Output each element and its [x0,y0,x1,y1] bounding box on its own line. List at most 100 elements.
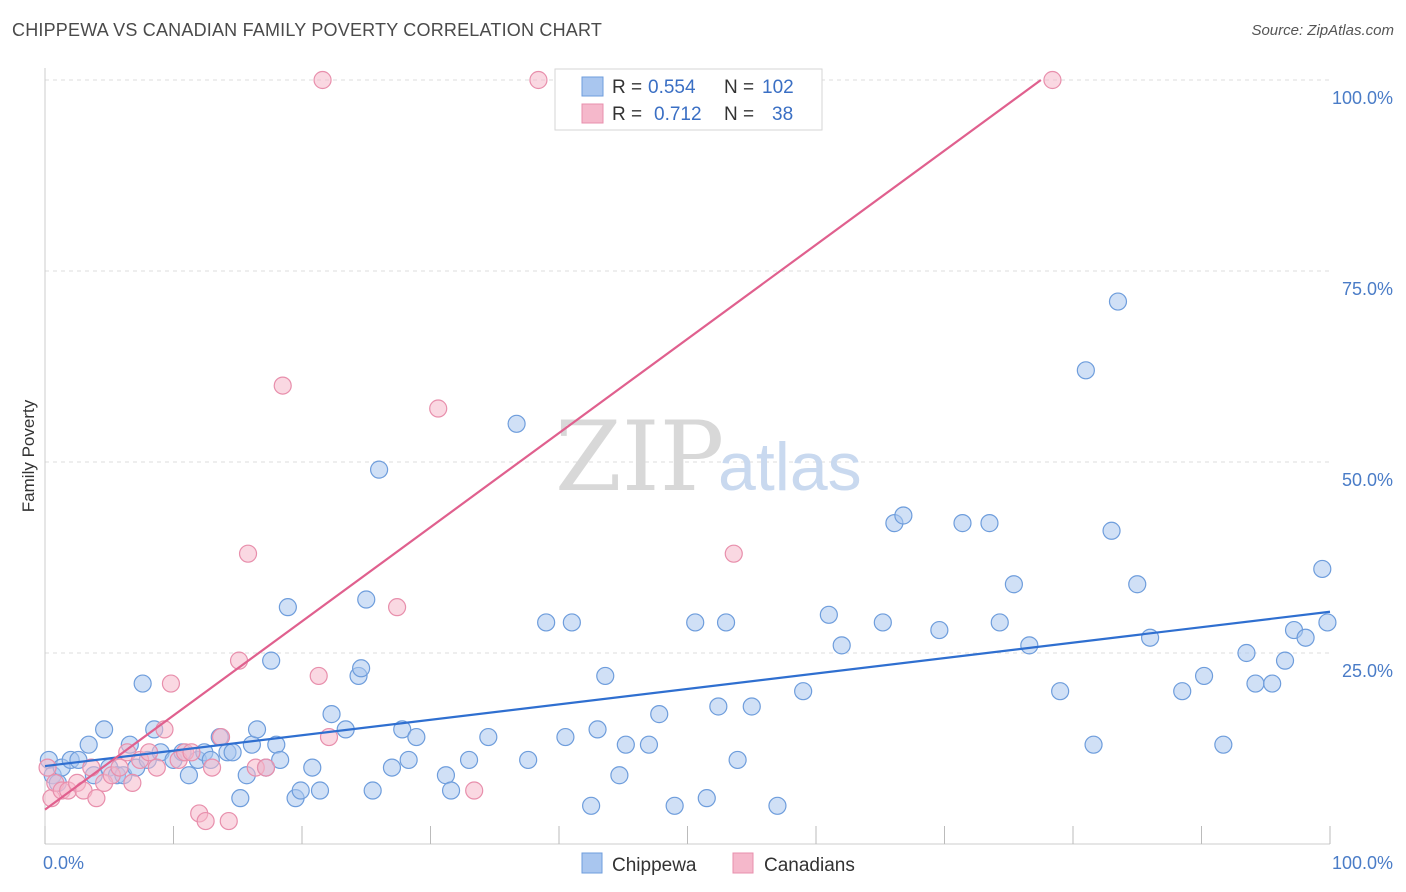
chippewa-point-94 [1173,682,1192,701]
chippewa-point-83 [980,514,999,533]
correlation-legend: R = 0.554 N = 102 R = 0.712 N = 38 [554,68,823,131]
canadians-point-0 [38,758,57,777]
legend-n-value-1: 102 [762,77,794,98]
legend-r-label-2: R = [612,104,642,125]
chippewa-point-46 [370,460,389,479]
canadians-point-30 [256,758,276,777]
bottom-legend-canadians: Canadians [764,855,855,876]
grid-lines [45,79,1330,654]
bottom-legend-chippewa: Chippewa [612,855,697,876]
watermark-zip: ZIP [555,401,724,513]
chippewa-point-62 [596,666,615,686]
canadians-point-13 [123,773,142,792]
chippewa-point-87 [1051,682,1070,701]
x-tick-label-1: 100.0% [1332,853,1393,873]
chippewa-point-75 [794,682,813,701]
chippewa-point-69 [697,789,716,808]
canadians-point-17 [155,720,174,739]
chippewa-point-39 [310,781,330,800]
chippewa-point-53 [459,750,479,770]
chippewa-point-85 [1004,575,1023,594]
chippewa-points [39,292,1337,815]
chippewa-point-99 [1263,674,1282,693]
canadians-point-36 [429,399,448,418]
canadians-point-32 [309,666,328,686]
chippewa-point-56 [519,750,538,770]
chippewa-point-82 [953,514,972,533]
chippewa-point-59 [562,613,581,632]
chippewa-point-27 [231,789,250,808]
chart-title: CHIPPEWA VS CANADIAN FAMILY POVERTY CORR… [12,20,603,40]
chippewa-point-98 [1246,674,1265,693]
legend-swatch-chippewa [581,76,604,97]
chippewa-point-20 [179,766,199,785]
chippewa-point-52 [441,781,461,800]
chippewa-point-38 [303,758,322,777]
canadians-trend-line [44,79,1042,811]
canadians-point-26 [219,811,238,831]
chippewa-point-71 [716,613,736,632]
chippewa-point-43 [352,659,371,678]
axes [44,68,1331,845]
chippewa-point-89 [1084,735,1103,754]
canadians-point-31 [273,376,292,395]
source-credit: Source: ZipAtlas.com [1251,22,1394,39]
chippewa-point-66 [650,705,669,724]
legend-n-value-2: 38 [772,104,793,125]
chippewa-point-55 [507,414,526,433]
canadians-point-18 [161,674,181,693]
canadians-points [38,70,1062,831]
chippewa-point-90 [1108,292,1128,311]
canadians-point-16 [147,758,166,777]
chippewa-point-60 [582,796,601,815]
chippewa-point-34 [271,750,290,770]
chippewa-point-61 [588,720,607,739]
canadians-point-21 [182,743,201,762]
chippewa-point-70 [709,697,728,716]
chippewa-point-49 [399,750,418,770]
chippewa-point-67 [665,796,684,815]
y-axis-label: Family Poverty [19,399,38,512]
legend-n-label-1: N = [724,77,754,98]
legend-r-value-2: 0.712 [654,104,702,125]
chippewa-point-86 [1020,636,1039,655]
canadians-point-39 [724,544,743,563]
canadians-point-37 [465,781,484,800]
canadians-point-25 [211,727,231,747]
chippewa-point-14 [133,674,152,693]
chippewa-point-78 [873,613,892,632]
trend-lines [44,79,1331,811]
chippewa-point-57 [537,613,556,632]
legend-r-value-1: 0.554 [648,77,696,98]
chippewa-point-73 [742,697,761,716]
canadians-point-33 [313,70,332,90]
chippewa-point-91 [1102,521,1121,540]
y-tick-label-3: 100.0% [1332,88,1393,108]
chippewa-point-30 [247,720,267,739]
chippewa-point-8 [95,720,114,739]
chippewa-point-63 [610,766,629,785]
chippewa-point-80 [894,506,913,525]
canadians-point-40 [1043,70,1062,90]
chippewa-point-104 [1318,613,1337,632]
chippewa-point-102 [1296,628,1315,647]
chippewa-point-54 [479,727,498,747]
chippewa-point-96 [1214,735,1233,754]
chippewa-point-6 [79,735,98,754]
bottom-legend-swatch-chippewa [581,852,603,874]
chippewa-point-65 [639,735,659,754]
y-tick-label-2: 75.0% [1342,279,1393,299]
legend-n-label-2: N = [724,104,754,125]
chippewa-point-64 [616,735,635,754]
chippewa-point-76 [819,605,838,624]
canadians-point-38 [529,70,548,90]
chippewa-point-40 [322,705,341,724]
watermark: ZIP atlas [555,401,862,513]
chippewa-point-77 [832,636,851,655]
chippewa-point-97 [1237,643,1256,663]
chippewa-point-84 [990,613,1009,632]
canadians-point-24 [202,758,222,777]
chippewa-point-37 [291,781,310,800]
chippewa-point-45 [363,781,382,800]
y-tick-label-1: 50.0% [1342,470,1393,490]
